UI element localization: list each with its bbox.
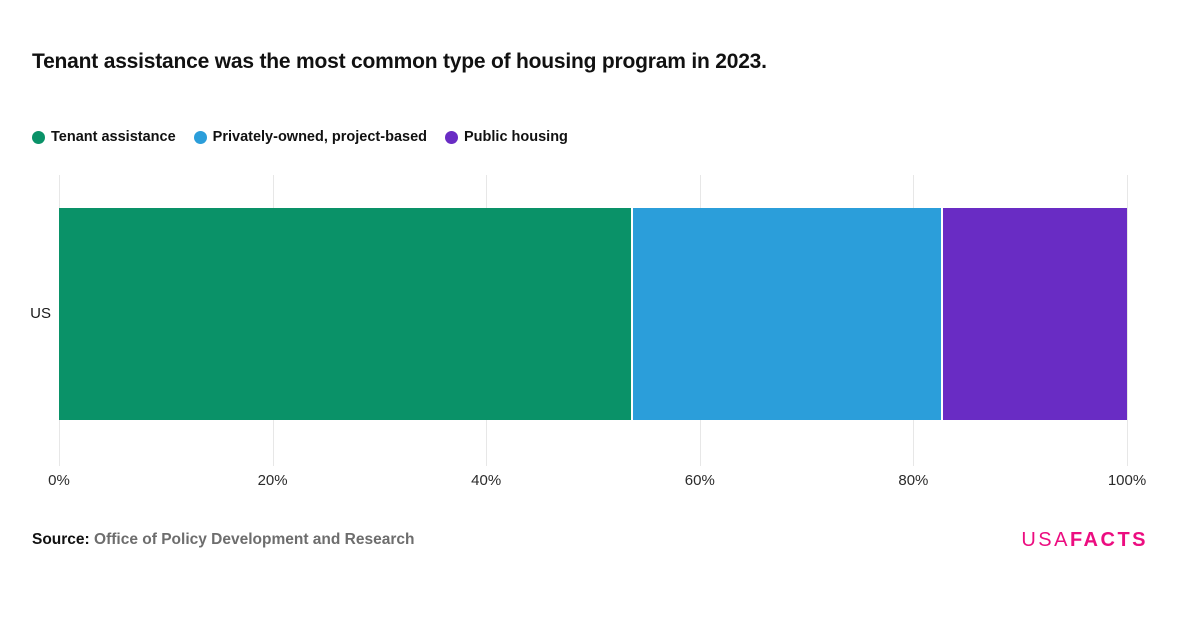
bar-segment-tenant-assistance[interactable] bbox=[59, 208, 633, 420]
legend-label: Tenant assistance bbox=[51, 129, 176, 145]
x-tick-label-60: 60% bbox=[684, 472, 715, 489]
legend-item-public-housing[interactable]: Public housing bbox=[445, 129, 568, 145]
source-label: Source: bbox=[32, 531, 90, 548]
legend-swatch-icon bbox=[445, 130, 458, 144]
x-tick-label-40: 40% bbox=[471, 472, 502, 489]
x-tick-label-0: 0% bbox=[48, 472, 70, 489]
legend-item-tenant-assistance[interactable]: Tenant assistance bbox=[32, 129, 176, 145]
legend-label: Public housing bbox=[464, 129, 568, 145]
logo-usa-text: USA bbox=[1021, 529, 1070, 551]
usafacts-logo: USAFACTS bbox=[1021, 529, 1148, 552]
gridline-100 bbox=[1127, 175, 1128, 466]
plot-area: US 0% 20% 40% 60% 80% 100% bbox=[30, 175, 1146, 505]
x-tick-label-80: 80% bbox=[898, 472, 929, 489]
bar-segment-public-housing[interactable] bbox=[943, 208, 1127, 420]
legend-swatch-icon bbox=[193, 130, 207, 144]
legend-swatch-icon bbox=[32, 130, 45, 144]
logo-facts-text: FACTS bbox=[1069, 529, 1148, 551]
y-axis-category-label: US bbox=[30, 305, 51, 322]
stacked-bar-us bbox=[59, 208, 1127, 420]
bar-segment-privately-owned-project-based[interactable] bbox=[632, 208, 944, 420]
chart-title: Tenant assistance was the most common ty… bbox=[32, 50, 767, 73]
source-attribution: Source: Office of Policy Development and… bbox=[32, 531, 414, 549]
legend-item-privately-owned-project-based[interactable]: Privately-owned, project-based bbox=[193, 129, 427, 145]
x-tick-label-100: 100% bbox=[1107, 472, 1147, 489]
legend-label: Privately-owned, project-based bbox=[212, 129, 427, 145]
legend: Tenant assistance Privately-owned, projec… bbox=[32, 129, 568, 145]
x-tick-label-20: 20% bbox=[257, 472, 288, 489]
source-value: Office of Policy Development and Researc… bbox=[94, 531, 415, 548]
